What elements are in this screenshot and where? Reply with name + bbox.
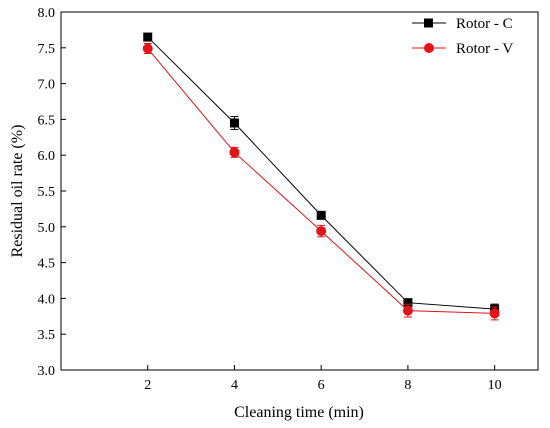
legend-label-rotor-v: Rotor - V — [456, 41, 513, 57]
y-tick-label: 7.5 — [38, 42, 56, 57]
x-tick-label: 10 — [488, 378, 502, 393]
y-tick-label: 6.0 — [38, 149, 56, 164]
plot-frame — [60, 11, 539, 371]
x-axis-ticks: 2 4 6 8 10 — [144, 365, 502, 393]
x-tick-label: 6 — [318, 378, 325, 393]
data-point-rotor-v — [489, 308, 500, 319]
y-tick-label: 4.0 — [38, 292, 56, 307]
y-tick-label: 3.0 — [38, 364, 56, 379]
legend-marker-rotor-c — [424, 18, 433, 28]
y-tick-label: 4.5 — [38, 257, 56, 272]
data-point-rotor-c — [403, 298, 413, 308]
y-tick-label: 6.5 — [38, 113, 56, 128]
y-tick-label: 3.5 — [38, 328, 56, 343]
y-tick-label: 7.0 — [38, 78, 56, 93]
data-point-rotor-v — [316, 226, 327, 237]
series-layer — [142, 32, 500, 321]
series-line-rotor-c — [147, 36, 495, 310]
y-tick-label: 5.5 — [38, 185, 56, 200]
x-tick-label: 8 — [404, 378, 411, 393]
y-tick-label: 8.0 — [38, 6, 56, 21]
y-tick-label: 5.0 — [38, 221, 56, 236]
legend: Rotor - C Rotor - V — [412, 16, 513, 57]
x-axis-title: Cleaning time (min) — [234, 404, 364, 421]
data-point-rotor-v — [142, 43, 153, 54]
data-point-rotor-c — [143, 32, 153, 42]
x-tick-label: 4 — [231, 378, 238, 393]
x-tick-label: 2 — [144, 378, 151, 393]
data-point-rotor-v — [229, 147, 240, 158]
legend-label-rotor-c: Rotor - C — [456, 16, 513, 32]
y-axis-title: Residual oil rate (%) — [9, 125, 26, 258]
data-point-rotor-v — [402, 305, 413, 316]
data-point-rotor-c — [316, 210, 326, 220]
data-point-rotor-c — [229, 118, 239, 128]
legend-marker-rotor-v — [424, 43, 434, 53]
y-axis-ticks: 3.0 3.5 4.0 4.5 5.0 5.5 6.0 6.5 7.0 7.5 8.0 — [38, 6, 66, 379]
